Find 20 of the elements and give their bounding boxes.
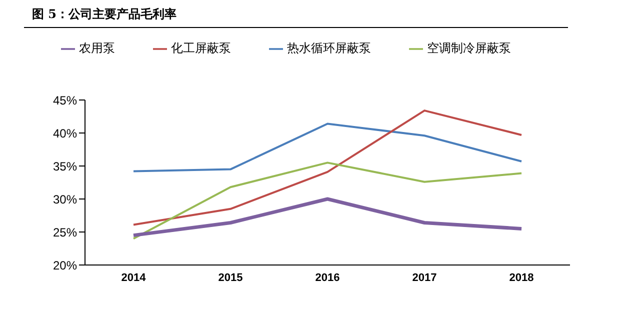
- y-tick-label: 30%: [52, 192, 78, 206]
- chart-title: 图 5：公司主要产品毛利率: [32, 6, 177, 23]
- x-tick-label: 2016: [315, 272, 340, 284]
- y-tick-label: 20%: [52, 258, 78, 272]
- legend-label: 空调制冷屏蔽泵: [427, 41, 511, 55]
- line-series: [132, 122, 522, 172]
- y-tick-label: 40%: [52, 126, 78, 140]
- x-tick-label: 2015: [218, 272, 243, 284]
- y-tick-label: 45%: [52, 93, 78, 108]
- line-series: [132, 197, 524, 238]
- line-series: [132, 162, 522, 240]
- legend-label: 农用泵: [79, 41, 115, 55]
- line-series: [132, 110, 522, 226]
- legend-label: 热水循环屏蔽泵: [287, 41, 371, 55]
- x-tick-label: 2017: [412, 272, 437, 284]
- legend-label: 化工屏蔽泵: [171, 41, 231, 55]
- x-tick-label: 2014: [121, 272, 147, 284]
- x-tick-label: 2018: [509, 272, 534, 284]
- y-tick-label: 25%: [52, 225, 78, 240]
- y-tick-label: 35%: [52, 159, 78, 174]
